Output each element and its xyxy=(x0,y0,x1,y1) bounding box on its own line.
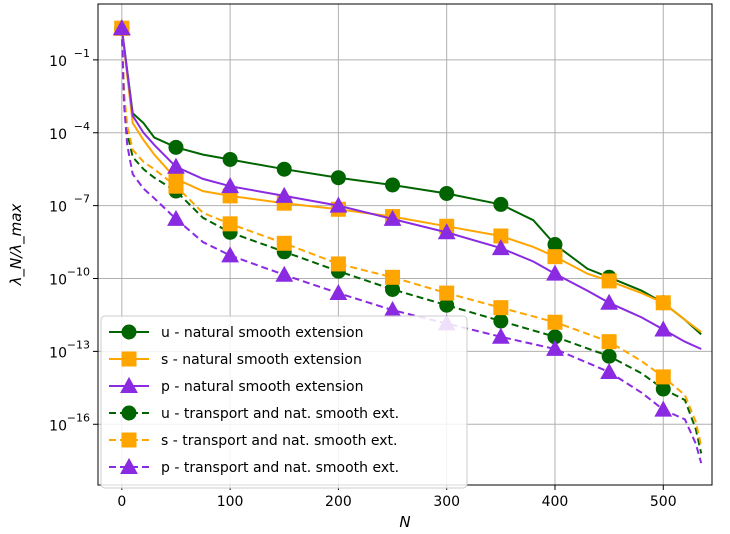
data-point xyxy=(329,284,348,301)
y-tick-exponent: −7 xyxy=(74,193,90,206)
data-point xyxy=(491,327,510,344)
data-point xyxy=(385,269,401,285)
data-point xyxy=(547,314,563,330)
data-point xyxy=(493,300,509,316)
data-point xyxy=(385,177,401,193)
data-point xyxy=(546,339,564,356)
x-tick-label: 200 xyxy=(325,494,352,510)
data-point xyxy=(655,369,671,385)
series-line xyxy=(120,28,702,350)
data-point xyxy=(601,348,617,364)
y-tick-label: 10 xyxy=(49,127,67,143)
legend-entry: s - transport and nat. smooth ext. xyxy=(109,432,397,449)
legend-label: u - transport and nat. smooth ext. xyxy=(161,406,399,422)
y-tick-label: 10 xyxy=(49,418,67,434)
legend-marker xyxy=(121,405,137,421)
legend-box xyxy=(100,315,468,489)
legend-entry: p - transport and nat. smooth ext. xyxy=(109,457,399,476)
data-point xyxy=(654,400,673,417)
x-axis-label: N xyxy=(399,513,410,531)
data-point xyxy=(168,139,184,155)
data-point xyxy=(112,19,131,36)
legend-marker xyxy=(120,457,138,474)
data-point xyxy=(600,362,619,379)
data-point xyxy=(655,295,671,311)
y-tick-label: 10 xyxy=(49,200,67,216)
data-point xyxy=(221,246,240,263)
data-point xyxy=(493,313,509,329)
data-point xyxy=(437,223,456,240)
legend-entry: u - transport and nat. smooth ext. xyxy=(109,405,399,422)
data-point xyxy=(276,235,292,251)
data-point xyxy=(275,265,294,282)
data-point xyxy=(168,178,184,194)
data-point xyxy=(167,157,185,174)
data-point xyxy=(276,161,292,177)
data-point xyxy=(383,209,402,226)
legend-marker xyxy=(121,324,137,340)
legend-label: s - transport and nat. smooth ext. xyxy=(161,433,397,449)
data-point xyxy=(600,293,619,310)
y-tick-label: 10 xyxy=(49,273,67,289)
y-tick-exponent: −16 xyxy=(67,411,90,424)
data-point xyxy=(222,216,238,232)
x-tick-label: 100 xyxy=(217,494,244,510)
series-layer xyxy=(112,19,703,464)
legend: u - natural smooth extension s - natural … xyxy=(100,315,468,489)
x-tick-label: 0 xyxy=(117,494,126,510)
data-point xyxy=(329,196,348,213)
legend-label: s - natural smooth extension xyxy=(161,352,362,368)
legend-label: u - natural smooth extension xyxy=(161,325,363,341)
series-line xyxy=(120,28,702,336)
series-s-solid xyxy=(114,20,702,333)
y-axis-label: λ_N/λ_max xyxy=(7,204,26,287)
legend-marker xyxy=(121,432,137,448)
data-point xyxy=(546,264,564,281)
data-point xyxy=(654,320,673,337)
y-tick-label: 10 xyxy=(49,345,67,361)
data-point xyxy=(547,249,563,265)
series-line xyxy=(120,28,702,333)
axes: 0 100 200 300 400 50010−1610−1310−1010−710−41… xyxy=(7,3,713,531)
data-point xyxy=(491,239,510,256)
series-p-dashed xyxy=(112,19,703,464)
legend-entry: u - natural smooth extension xyxy=(109,324,363,341)
y-tick-exponent: −13 xyxy=(67,338,90,351)
legend-entry: p - natural smooth extension xyxy=(109,376,363,395)
data-point xyxy=(601,334,617,350)
data-point xyxy=(275,186,294,203)
y-tick-exponent: −10 xyxy=(67,266,90,279)
y-tick-exponent: −4 xyxy=(74,120,90,133)
series-p-solid xyxy=(112,19,702,350)
legend-label: p - natural smooth extension xyxy=(161,379,363,395)
legend-label: p - transport and nat. smooth ext. xyxy=(161,460,399,476)
data-point xyxy=(439,285,455,301)
x-tick-label: 300 xyxy=(433,494,460,510)
legend-marker xyxy=(121,351,137,367)
data-point xyxy=(222,151,238,167)
data-point xyxy=(493,196,509,212)
x-tick-label: 400 xyxy=(542,494,569,510)
legend-entry: s - natural smooth extension xyxy=(109,351,362,368)
data-point xyxy=(330,256,346,272)
y-tick-label: 10 xyxy=(49,54,67,70)
y-tick-exponent: −1 xyxy=(74,47,90,60)
data-point xyxy=(221,177,240,194)
data-point xyxy=(439,185,455,201)
legend-marker xyxy=(120,376,138,393)
data-point xyxy=(330,170,346,186)
data-point xyxy=(167,209,185,226)
x-tick-label: 500 xyxy=(650,494,677,510)
data-point xyxy=(601,273,617,289)
